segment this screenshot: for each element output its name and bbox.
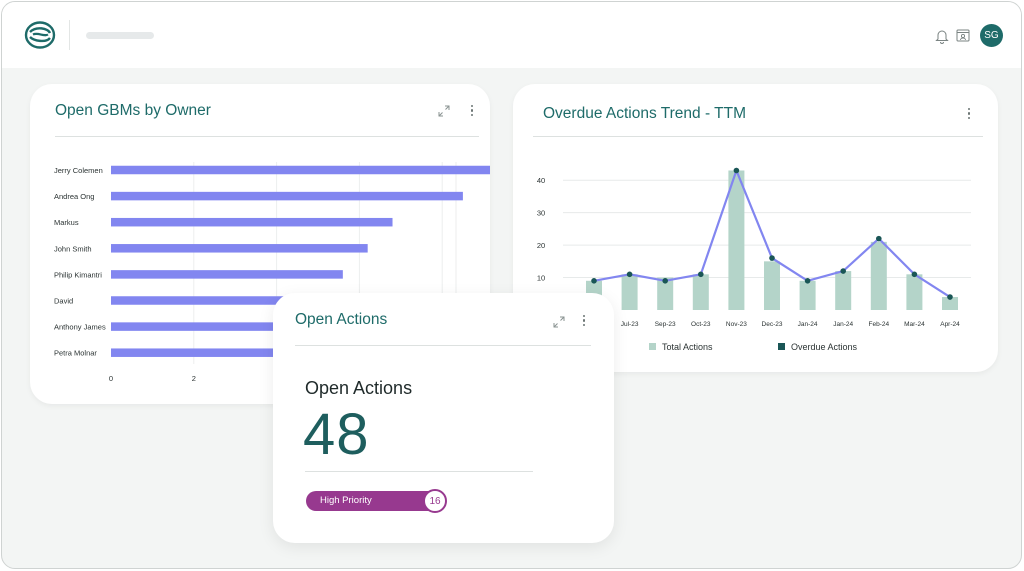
total-actions-bar bbox=[764, 261, 780, 310]
gbm-bar bbox=[111, 191, 463, 201]
x-tick-label: Mar-24 bbox=[904, 321, 925, 328]
x-tick-label: Apr-24 bbox=[940, 321, 960, 328]
overdue-point bbox=[662, 278, 668, 284]
gbm-card-title: Open GBMs by Owner bbox=[55, 102, 211, 119]
x-tick-label: 2 bbox=[192, 374, 196, 383]
total-actions-bar bbox=[621, 274, 638, 310]
logo-icon[interactable] bbox=[24, 20, 56, 50]
user-card-icon[interactable] bbox=[956, 28, 970, 42]
trend-title-divider bbox=[533, 136, 983, 137]
overdue-point bbox=[911, 271, 918, 278]
overdue-point bbox=[840, 268, 846, 274]
total-actions-bar bbox=[870, 241, 887, 310]
owner-label: Philip Kimantri bbox=[54, 270, 102, 279]
open-actions-card: Open Actions Open Actions 48 High Priori… bbox=[273, 293, 614, 543]
y-tick-label: 30 bbox=[537, 209, 545, 218]
open-actions-label: Open Actions bbox=[305, 378, 413, 398]
bell-icon[interactable] bbox=[935, 28, 949, 44]
high-priority-pill[interactable]: High Priority 16 bbox=[306, 489, 447, 513]
overdue-point bbox=[804, 278, 811, 284]
total-actions-bar bbox=[728, 170, 745, 310]
overdue-point bbox=[698, 271, 704, 278]
total-actions-bar bbox=[906, 274, 923, 310]
avatar[interactable]: SG bbox=[980, 24, 1003, 47]
gbm-title-divider bbox=[55, 136, 479, 137]
overdue-point bbox=[769, 255, 775, 261]
open-actions-count: 48 bbox=[303, 402, 370, 467]
gbm-more-menu-icon[interactable] bbox=[470, 105, 474, 117]
overdue-point bbox=[626, 271, 633, 278]
gbm-bar bbox=[111, 217, 393, 227]
y-tick-label: 20 bbox=[537, 241, 545, 250]
x-tick-label: Sep-23 bbox=[655, 321, 676, 328]
legend-total-swatch bbox=[649, 343, 656, 350]
x-tick-label: Jan-24 bbox=[833, 321, 853, 328]
legend-overdue-swatch bbox=[778, 343, 785, 350]
open-actions-divider bbox=[305, 471, 533, 472]
gbm-bar bbox=[111, 165, 490, 175]
gbm-bar bbox=[111, 322, 277, 331]
actions-more-menu-icon[interactable] bbox=[582, 315, 586, 327]
y-tick-label: 10 bbox=[537, 274, 545, 283]
x-tick-label: Jan-24 bbox=[798, 321, 818, 328]
total-actions-bar bbox=[942, 297, 958, 310]
x-tick-label: Nov-23 bbox=[726, 321, 747, 328]
owner-label: David bbox=[54, 297, 73, 306]
total-actions-bar bbox=[799, 280, 816, 310]
total-actions-bar bbox=[692, 274, 709, 310]
owner-label: Andrea Ong bbox=[54, 192, 94, 201]
legend-total-label: Total Actions bbox=[662, 342, 713, 352]
top-bar: SG bbox=[2, 2, 1021, 68]
x-tick-label: 0 bbox=[109, 374, 113, 383]
y-tick-label: 40 bbox=[537, 176, 545, 185]
x-tick-label: Oct-23 bbox=[691, 321, 711, 328]
high-priority-label: High Priority bbox=[320, 495, 372, 506]
header-divider bbox=[69, 20, 70, 50]
x-tick-label: Dec-23 bbox=[762, 321, 783, 328]
high-priority-count: 16 bbox=[423, 489, 447, 513]
overdue-point bbox=[947, 294, 953, 300]
trend-more-menu-icon[interactable] bbox=[967, 108, 971, 120]
expand-icon[interactable] bbox=[553, 316, 565, 328]
owner-label: John Smith bbox=[54, 244, 92, 253]
total-actions-bar bbox=[835, 271, 852, 310]
overdue-point bbox=[733, 167, 740, 174]
gbm-bar bbox=[111, 348, 277, 357]
trend-combo-chart: 10 20 30 40 Jul-23 Sep-23 Oct-23 Nov-23 Dec-23 Ja… bbox=[537, 167, 971, 352]
x-tick-label: Feb-24 bbox=[868, 321, 889, 328]
gbm-bar bbox=[111, 270, 343, 279]
overdue-point bbox=[876, 235, 882, 242]
gbm-bar bbox=[111, 296, 298, 305]
owner-label: Markus bbox=[54, 218, 79, 227]
gbm-bar bbox=[111, 244, 368, 253]
actions-title-divider bbox=[295, 345, 591, 346]
actions-card-title: Open Actions bbox=[295, 311, 388, 328]
breadcrumb-placeholder bbox=[86, 32, 154, 39]
owner-label: Jerry Colemen bbox=[54, 166, 103, 175]
overdue-point bbox=[591, 278, 597, 284]
x-tick-label: Jul-23 bbox=[621, 321, 639, 328]
legend-overdue-label: Overdue Actions bbox=[791, 342, 858, 352]
total-actions-bar bbox=[657, 277, 674, 310]
trend-card-title: Overdue Actions Trend - TTM bbox=[543, 105, 747, 122]
owner-label: Anthony James bbox=[54, 323, 106, 332]
owner-label: Petra Molnar bbox=[54, 349, 97, 358]
expand-icon[interactable] bbox=[438, 105, 450, 117]
